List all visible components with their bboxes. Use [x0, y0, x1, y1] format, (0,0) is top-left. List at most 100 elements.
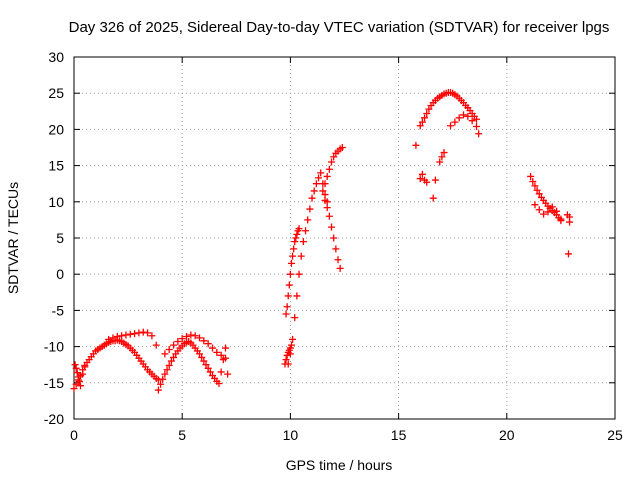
y-tick-label: 30 [48, 49, 64, 65]
data-point [468, 117, 476, 125]
data-point [566, 218, 574, 226]
data-point [416, 122, 424, 130]
data-point [564, 250, 572, 258]
data-point [122, 331, 130, 339]
data-point [535, 206, 543, 214]
data-point [338, 144, 346, 151]
data-point [416, 175, 424, 183]
data-point [292, 234, 300, 242]
data-point [293, 292, 301, 300]
data-point [72, 364, 80, 372]
data-point [321, 180, 329, 188]
y-tick-label: 20 [48, 121, 64, 137]
data-point [291, 314, 299, 322]
data-point [206, 368, 214, 376]
data-point [126, 330, 134, 338]
data-point [213, 348, 221, 356]
data-point [174, 338, 182, 346]
x-tick-label: 10 [283, 427, 299, 443]
data-point [148, 332, 156, 340]
x-tick-label: 0 [70, 427, 78, 443]
data-point [170, 341, 178, 349]
data-point [144, 329, 152, 337]
data-point [334, 256, 342, 264]
y-axis-label: SDTVAR / TECUs [5, 182, 21, 294]
data-point [196, 350, 204, 358]
data-point [76, 382, 84, 390]
data-point [187, 331, 195, 339]
data-point [325, 212, 333, 220]
data-point [548, 203, 556, 211]
data-point [208, 344, 216, 352]
data-point [154, 386, 162, 394]
y-tick-label: 10 [48, 194, 64, 210]
data-point [295, 225, 303, 233]
data-point [544, 208, 552, 216]
data-point [475, 130, 483, 138]
data-point [157, 380, 165, 388]
data-point [332, 245, 340, 253]
data-point [306, 205, 314, 213]
y-tick-label: 25 [48, 85, 64, 101]
data-point [289, 252, 297, 260]
data-point [291, 238, 299, 246]
data-point [221, 354, 229, 362]
data-point [527, 172, 535, 180]
data-point [302, 227, 310, 235]
series-arc-d [319, 144, 346, 195]
data-point [540, 210, 548, 218]
data-point [224, 370, 232, 378]
data-point [287, 341, 295, 349]
series-arc-c-left [282, 225, 303, 318]
data-point [287, 259, 295, 267]
data-point [436, 158, 444, 166]
data-point [183, 332, 191, 340]
data-point [308, 194, 316, 202]
y-tick-label: -10 [44, 339, 64, 355]
data-point [135, 329, 143, 337]
data-point [73, 369, 81, 377]
data-point [295, 270, 303, 278]
data-point [217, 368, 225, 376]
data-point [321, 196, 329, 204]
data-point [221, 344, 229, 352]
chart-title: Day 326 of 2025, Sidereal Day-to-day VTE… [69, 19, 610, 36]
data-point [283, 303, 291, 311]
x-axis-label: GPS time / hours [286, 457, 393, 473]
y-tick-label: -20 [44, 411, 64, 427]
data-point [152, 341, 160, 349]
data-point [109, 334, 117, 342]
data-point [285, 281, 293, 289]
data-point [473, 115, 481, 123]
y-tick-label: 5 [56, 230, 64, 246]
data-point [429, 194, 437, 202]
data-point [79, 370, 87, 378]
data-point [290, 245, 298, 253]
data-point [131, 330, 139, 338]
data-point [204, 364, 212, 372]
series-outliers [564, 218, 574, 258]
series-arc-e-left [412, 141, 448, 202]
data-point [418, 118, 426, 126]
data-point [531, 201, 539, 209]
data-point [159, 375, 167, 383]
data-point [425, 105, 433, 113]
x-tick-label: 20 [499, 427, 515, 443]
data-point [312, 180, 320, 188]
data-points [70, 88, 574, 394]
data-point [310, 187, 318, 195]
data-point [202, 361, 210, 369]
data-point [531, 182, 539, 190]
series-arc-c-low [281, 341, 295, 368]
data-point [71, 361, 79, 369]
axis-ticks: 0 5 10 15 20 25 -20 -15 -10 -5 0 5 10 15 20 25 30 [44, 49, 623, 443]
grid-lines [74, 57, 615, 419]
data-point [74, 373, 82, 381]
data-point [330, 153, 338, 161]
data-point [323, 204, 331, 212]
series-arc-a-upper [105, 328, 160, 349]
series-arc-b [154, 338, 232, 394]
data-point [282, 356, 290, 364]
series-arc-e-lower [447, 111, 483, 138]
